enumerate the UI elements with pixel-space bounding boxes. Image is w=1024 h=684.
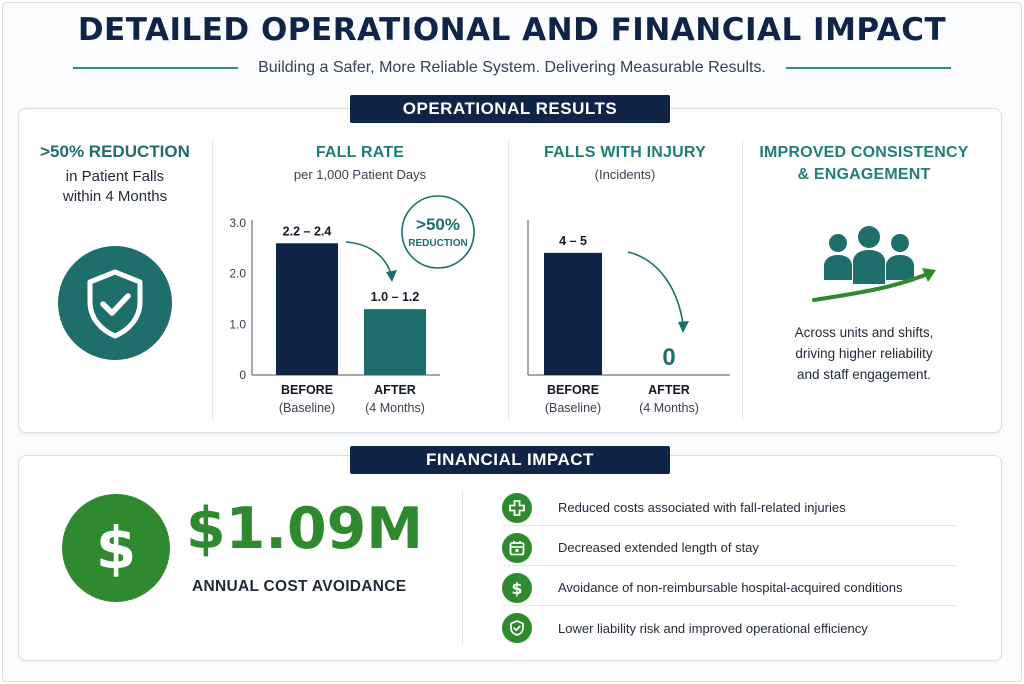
trend-arrow-head [386,270,397,282]
shield-check-icon [502,613,532,643]
data-label: 0 [662,344,675,371]
y-tick-label: 0 [239,368,246,382]
data-label: 1.0 – 1.2 [371,290,420,304]
category-label: AFTER [374,383,416,397]
y-tick-label: 3.0 [229,216,246,230]
divider-1 [212,140,213,420]
subtitle-rule-right [785,67,951,69]
trend-arrow-head [678,321,689,333]
financial-item-text: Decreased extended length of stay [558,540,759,555]
category-sublabel: (4 Months) [365,401,425,415]
consistency-text: Across units and shifts, driving higher … [748,322,980,385]
dollar-icon: $ [502,572,532,603]
fall-rate-title: FALL RATE [315,144,405,161]
cost-avoidance-label: ANNUAL COST AVOIDANCE [192,578,407,595]
page-title: DETAILED OPERATIONAL AND FINANCIAL IMPAC… [77,12,947,48]
consistency-title-line1: IMPROVED CONSISTENCY [759,144,969,161]
cost-avoidance-amount: $1.09M [186,496,424,562]
operational-ribbon: OPERATIONAL RESULTS [350,95,670,123]
dollar-icon: $ [62,494,170,602]
consistency-line2: driving higher reliability [795,346,933,361]
reduction-headline: >50% REDUCTION [40,142,190,161]
falls-injury-header: FALLS WITH INJURY (Incidents) [512,144,738,182]
falls-injury-subtitle: (Incidents) [594,167,656,182]
bar-before [276,243,338,375]
category-sublabel: (Baseline) [279,401,335,415]
category-label: BEFORE [547,383,599,397]
data-label: 2.2 – 2.4 [283,224,332,238]
reduction-summary: >50% REDUCTION in Patient Falls within 4… [22,142,208,205]
page-subtitle: Building a Safer, More Reliable System. … [258,59,766,76]
y-tick-label: 1.0 [229,317,246,331]
divider-3 [742,140,743,420]
bar-before [544,252,602,375]
subtitle-rule-left [73,67,239,69]
svg-text:$: $ [511,579,522,597]
fall-rate-subtitle: per 1,000 Patient Days [293,167,427,182]
trend-arrow [627,251,684,325]
category-label: AFTER [648,383,690,397]
falls-injury-title: FALLS WITH INJURY [544,144,706,161]
financial-item-3: $ Avoidance of non-reimbursable hospital… [502,570,958,606]
category-sublabel: (Baseline) [545,401,601,415]
calendar-icon [502,532,532,563]
financial-item-1: Reduced costs associated with fall-relat… [502,490,958,526]
financial-ribbon: FINANCIAL IMPACT [350,446,670,474]
financial-divider [462,490,463,645]
subtitle-row: Building a Safer, More Reliable System. … [0,58,1024,78]
consistency-line3: and staff engagement. [796,367,932,382]
reduction-badge-label: REDUCTION [408,238,467,249]
financial-item-text: Lower liability risk and improved operat… [558,620,868,636]
financial-item-text: Avoidance of non-reimbursable hospital-a… [558,580,903,595]
reduction-line2: within 4 Months [62,188,168,205]
consistency-title-line2: & ENGAGEMENT [797,166,931,183]
data-label: 4 – 5 [559,234,587,248]
trend-arrow [345,241,392,275]
financial-item-4: Lower liability risk and improved operat… [502,610,958,646]
category-label: BEFORE [281,383,333,397]
divider-2 [508,140,509,420]
reduction-line1: in Patient Falls [65,168,165,185]
fall-rate-header: FALL RATE per 1,000 Patient Days [222,144,498,182]
svg-text:$: $ [96,514,136,582]
consistency-line1: Across units and shifts, [794,325,934,340]
falls-injury-chart: 4 – 5 BEFORE (Baseline) 0 AFTER (4 Months) [527,220,730,415]
fall-rate-chart: 0 1.0 2.0 3.0 2.2 – 2.4 BEFORE (Baseline) 1.0 –… [229,195,475,415]
shield-check-icon [58,246,172,360]
team-growth-icon [808,222,940,312]
financial-item-2: Decreased extended length of stay [502,530,958,566]
bar-after [364,309,426,375]
reduction-badge-value: >50% [416,215,460,234]
financial-item-text: Reduced costs associated with fall-relat… [558,500,846,515]
reduction-badge [401,195,475,269]
medical-cross-icon [502,492,532,523]
y-tick-label: 2.0 [229,267,246,281]
consistency-header: IMPROVED CONSISTENCY & ENGAGEMENT [748,144,980,184]
category-sublabel: (4 Months) [639,401,699,415]
